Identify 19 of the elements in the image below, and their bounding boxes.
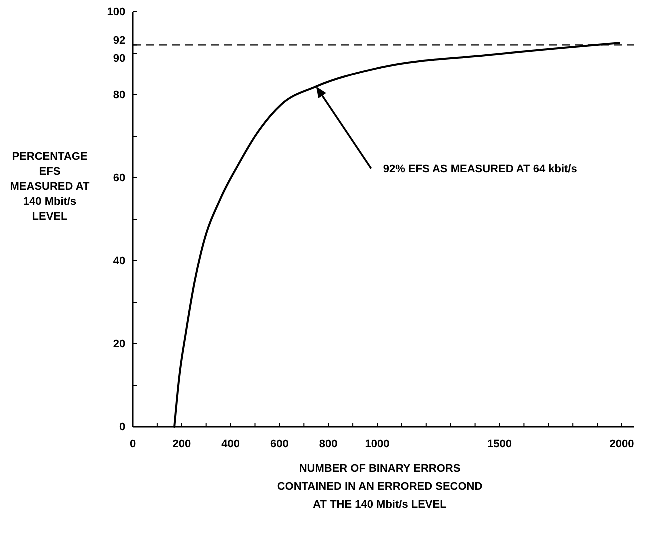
y-tick-label: 20 — [113, 338, 126, 351]
x-tick-label: 1500 — [488, 438, 512, 451]
x-tick-label: 600 — [270, 438, 289, 451]
annotation: 92% EFS AS MEASURED AT 64 kbit/s — [383, 164, 578, 176]
x-axis-title: NUMBER OF BINARY ERRORS CONTAINED IN AN ERRORED SECOND AT THE 140 Mbit/s LEVEL — [277, 463, 483, 511]
y-tick-label: 0 — [119, 422, 126, 434]
x-tick-label: 0 — [130, 438, 136, 451]
y-tick-label: 92 — [113, 35, 126, 48]
y-tick-label: 60 — [113, 172, 126, 185]
x-tick-label: 2000 — [610, 438, 634, 451]
y-tick-label: 80 — [113, 90, 126, 102]
x-tick-label: 400 — [222, 438, 240, 451]
y-tick-label: 100 — [107, 6, 126, 19]
y-axis-title: PERCENTAGE EFS MEASURED AT 140 Mbit/s LEVEL — [10, 151, 90, 223]
y-tick-label: 90 — [113, 52, 126, 65]
x-tick-label: 200 — [172, 438, 192, 451]
x-tick-label: 800 — [319, 438, 338, 451]
y-tick-label: 40 — [113, 256, 126, 268]
x-tick-label: 1000 — [365, 438, 390, 451]
